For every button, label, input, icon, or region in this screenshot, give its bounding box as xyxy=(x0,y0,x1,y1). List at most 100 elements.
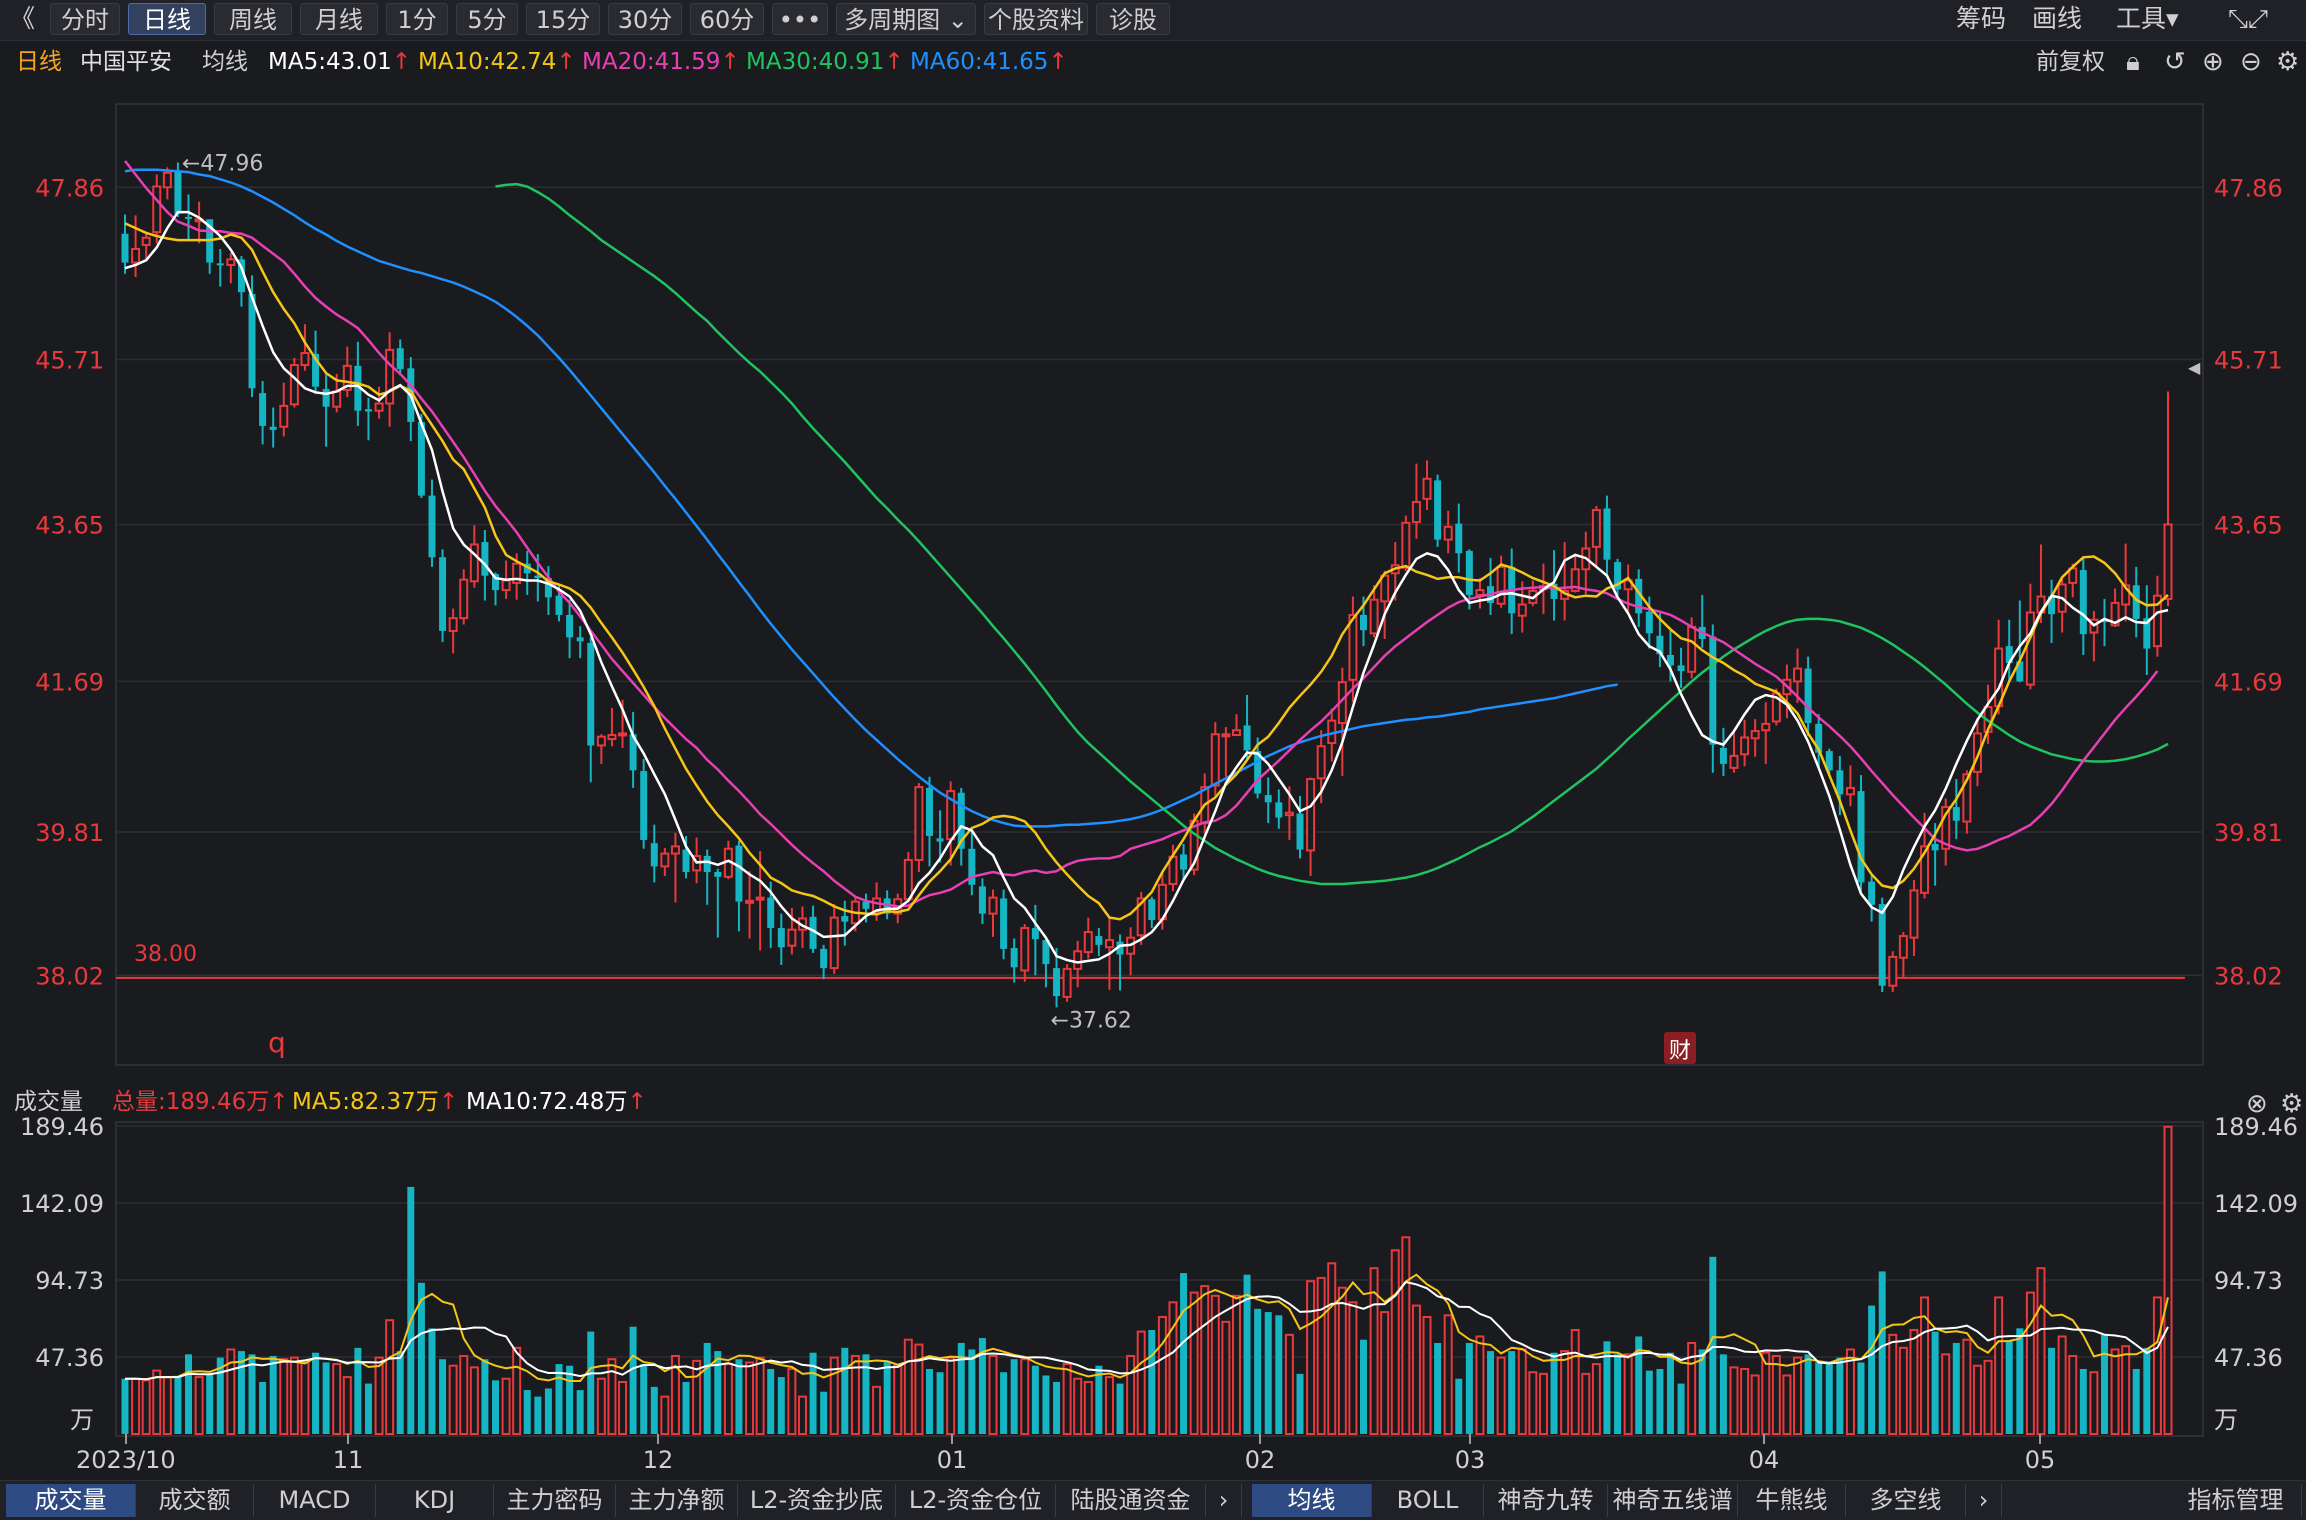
indicator-tab-1[interactable]: 成交量 xyxy=(6,1484,136,1517)
overlay-tab-1[interactable]: 均线 xyxy=(1252,1484,1372,1517)
indicator-tab-8[interactable]: L2-资金仓位 xyxy=(896,1484,1056,1517)
indicator-tab-2[interactable]: 成交额 xyxy=(136,1484,254,1517)
fullscreen-icon[interactable]: ⤡⤢ xyxy=(2228,4,2269,33)
stock-name[interactable]: 中国平安 xyxy=(80,49,172,75)
event-marker-box xyxy=(1664,1032,1696,1064)
volume-tick-left: 47.36 xyxy=(35,1344,104,1372)
overlay-tab-6[interactable]: 多空线 xyxy=(1846,1484,1966,1517)
volume-bar xyxy=(745,1361,755,1435)
close-indicator-icon[interactable]: ⊗ xyxy=(2246,1089,2268,1119)
candle xyxy=(1656,613,1664,667)
volume-bar xyxy=(1709,1256,1717,1434)
candle xyxy=(1062,964,1072,1002)
candle-body xyxy=(787,928,797,947)
toolbar-right-item-2[interactable]: 画线 xyxy=(2032,4,2083,33)
tab-2[interactable]: 日线 xyxy=(128,3,206,35)
volume-bar xyxy=(1189,1291,1199,1435)
candle-body xyxy=(1719,747,1727,764)
tab-3[interactable]: 周线 xyxy=(214,3,292,35)
indicator-tab-9[interactable]: 陆股通资金 xyxy=(1056,1484,1206,1517)
volume-bar xyxy=(576,1390,584,1434)
candle xyxy=(587,637,595,783)
tab-7[interactable]: 15分 xyxy=(526,3,600,35)
candle xyxy=(259,381,267,445)
overlay-tab-4[interactable]: 神奇五线谱 xyxy=(1608,1484,1738,1517)
volume-panel-frame xyxy=(115,1121,2204,1437)
candle-body xyxy=(2110,601,2120,627)
volume-bar xyxy=(555,1364,563,1434)
indicator-tab-7[interactable]: L2-资金抄底 xyxy=(738,1484,896,1517)
volume-bar xyxy=(957,1342,965,1434)
ma-label[interactable]: 均线 xyxy=(202,49,248,75)
candle xyxy=(576,626,584,659)
collapse-icon[interactable]: 《 xyxy=(10,4,36,33)
tab-11[interactable]: 多周期图 ⌄ xyxy=(836,3,976,35)
candle xyxy=(2089,610,2099,662)
overlay-tab-3[interactable]: 神奇九转 xyxy=(1484,1484,1608,1517)
candle-body xyxy=(1656,635,1664,655)
indicator-manage-button[interactable]: 指标管理 xyxy=(2170,1484,2302,1517)
settings-icon[interactable]: ⚙ xyxy=(2276,47,2300,77)
volume-bar xyxy=(1635,1336,1643,1434)
overlay-scroll-right[interactable]: › xyxy=(1966,1484,2002,1517)
ma30-line xyxy=(495,182,2169,886)
candle xyxy=(1898,932,1908,978)
candle-body xyxy=(1422,477,1432,500)
tab-13[interactable]: 诊股 xyxy=(1096,3,1170,35)
candle-body xyxy=(566,614,574,638)
candle-body xyxy=(1264,795,1272,803)
candle xyxy=(1475,578,1485,609)
candle-body xyxy=(2121,584,2131,606)
tab-4[interactable]: 月线 xyxy=(300,3,378,35)
tab-5[interactable]: 1分 xyxy=(386,3,448,35)
undo-icon[interactable]: ↺ xyxy=(2164,47,2186,77)
candle-body xyxy=(523,563,531,574)
indicator-tab-3[interactable]: MACD xyxy=(254,1484,376,1517)
candle-body xyxy=(2152,594,2162,648)
candle xyxy=(226,252,236,284)
candle xyxy=(1148,896,1156,929)
tab-1[interactable]: 分时 xyxy=(50,3,120,35)
tab-10[interactable]: ••• xyxy=(772,3,828,35)
candle xyxy=(1698,594,1706,648)
volume-bar xyxy=(2057,1335,2067,1435)
candle xyxy=(131,215,141,277)
toolbar-right-item-3[interactable]: 工具▾ xyxy=(2116,4,2179,33)
candle xyxy=(755,851,765,951)
ma20-value: MA20:41.59↑ xyxy=(582,49,740,75)
left-marker: q xyxy=(268,1026,286,1059)
tab-6[interactable]: 5分 xyxy=(456,3,518,35)
zoom-out-icon[interactable]: ⊖ xyxy=(2240,47,2262,77)
ma20-line xyxy=(124,160,2159,908)
ma30-value: MA30:40.91↑ xyxy=(746,49,904,75)
candle xyxy=(1031,904,1039,976)
price-tick-right: 38.02 xyxy=(2214,962,2283,990)
volume-bar xyxy=(587,1331,595,1434)
adjust-mode[interactable]: 前复权 xyxy=(2036,49,2105,75)
overlay-tab-5[interactable]: 牛熊线 xyxy=(1738,1484,1846,1517)
candle xyxy=(185,194,193,241)
candle-body xyxy=(2132,585,2140,619)
x-axis-label: 12 xyxy=(643,1446,674,1474)
lock-icon[interactable]: 🔒︎ xyxy=(2126,47,2140,77)
indicator-tab-6[interactable]: 主力净额 xyxy=(616,1484,738,1517)
zoom-in-icon[interactable]: ⊕ xyxy=(2202,47,2224,77)
candle xyxy=(1677,647,1685,688)
candle-body xyxy=(162,171,172,189)
candle-body xyxy=(1857,791,1865,883)
indicator-tab-5[interactable]: 主力密码 xyxy=(494,1484,616,1517)
indicator-settings-icon[interactable]: ⚙ xyxy=(2280,1089,2304,1119)
volume-bar xyxy=(1200,1285,1210,1435)
tab-12[interactable]: 个股资料 xyxy=(984,3,1088,35)
candle xyxy=(1053,948,1061,1008)
candle-body xyxy=(1000,898,1008,949)
indicator-scroll-right[interactable]: › xyxy=(1206,1484,1242,1517)
overlay-tab-2[interactable]: BOLL xyxy=(1372,1484,1484,1517)
toolbar-right-item-1[interactable]: 筹码 xyxy=(1956,4,2007,33)
tab-8[interactable]: 30分 xyxy=(608,3,682,35)
tab-9[interactable]: 60分 xyxy=(690,3,764,35)
indicator-tab-4[interactable]: KDJ xyxy=(376,1484,494,1517)
volume-bar xyxy=(2152,1296,2162,1436)
